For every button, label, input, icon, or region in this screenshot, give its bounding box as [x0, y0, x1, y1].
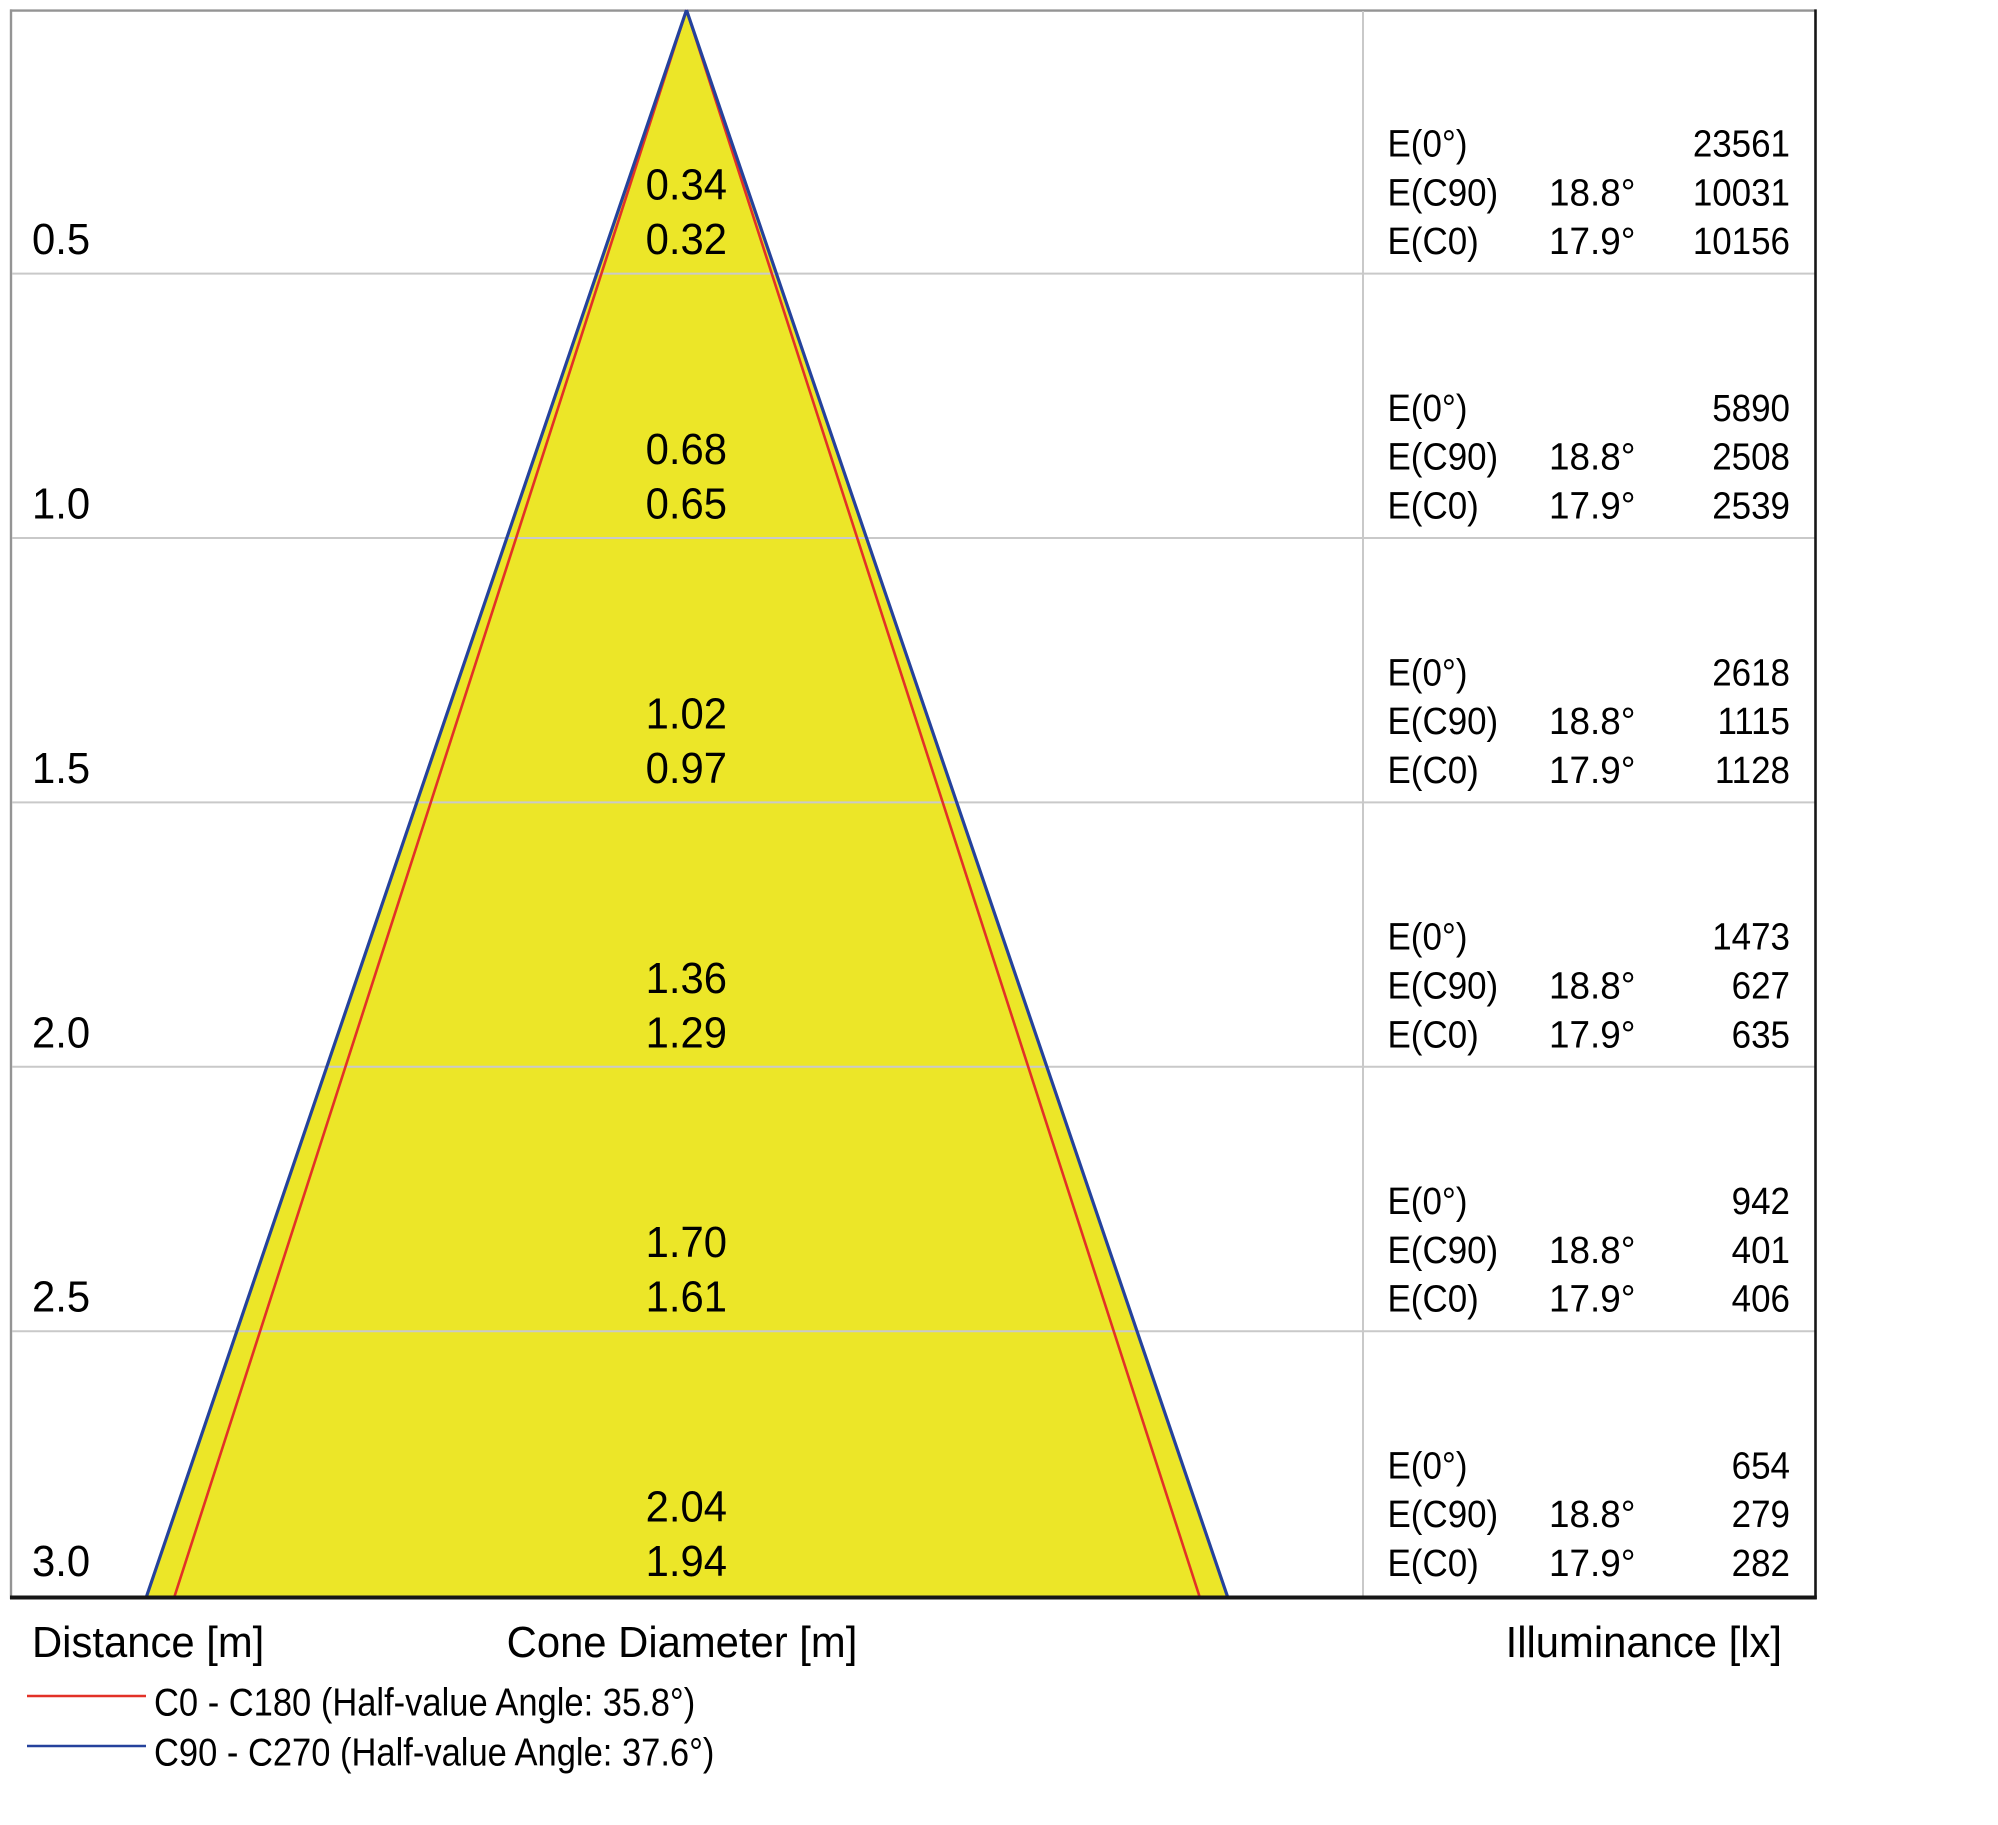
- svg-text:1.0: 1.0: [32, 480, 90, 529]
- svg-text:E(0°): E(0°): [1388, 1444, 1468, 1487]
- svg-text:Cone Diameter [m]: Cone Diameter [m]: [507, 1618, 858, 1667]
- svg-text:2.04: 2.04: [646, 1483, 727, 1532]
- svg-text:18.8°: 18.8°: [1549, 1228, 1635, 1271]
- svg-text:E(0°): E(0°): [1388, 915, 1468, 958]
- svg-text:18.8°: 18.8°: [1549, 700, 1635, 743]
- svg-text:E(0°): E(0°): [1388, 122, 1468, 165]
- svg-text:E(0°): E(0°): [1388, 1180, 1468, 1223]
- svg-text:E(C0): E(C0): [1388, 1277, 1479, 1320]
- svg-text:1473: 1473: [1712, 915, 1790, 958]
- svg-text:0.68: 0.68: [646, 425, 727, 474]
- svg-text:E(C0): E(C0): [1388, 1013, 1479, 1056]
- svg-text:E(C90): E(C90): [1388, 964, 1499, 1007]
- svg-text:17.9°: 17.9°: [1549, 1541, 1635, 1584]
- svg-text:0.5: 0.5: [32, 215, 90, 264]
- svg-text:C0 - C180 (Half-value Angle: 3: C0 - C180 (Half-value Angle: 35.8°): [154, 1681, 695, 1724]
- svg-text:E(0°): E(0°): [1388, 387, 1468, 430]
- svg-text:E(C90): E(C90): [1388, 700, 1499, 743]
- svg-text:0.32: 0.32: [646, 215, 727, 264]
- svg-text:1.02: 1.02: [646, 689, 727, 738]
- svg-text:3.0: 3.0: [32, 1537, 90, 1586]
- svg-text:2508: 2508: [1712, 435, 1790, 478]
- svg-text:654: 654: [1732, 1444, 1790, 1487]
- svg-text:E(C0): E(C0): [1388, 749, 1479, 792]
- svg-text:282: 282: [1732, 1542, 1790, 1585]
- svg-text:10156: 10156: [1693, 220, 1790, 263]
- svg-text:1115: 1115: [1717, 700, 1790, 743]
- svg-text:627: 627: [1732, 964, 1790, 1007]
- svg-text:1.5: 1.5: [32, 744, 90, 793]
- svg-text:5890: 5890: [1712, 387, 1790, 430]
- svg-text:0.97: 0.97: [646, 744, 727, 793]
- svg-text:1.94: 1.94: [646, 1537, 727, 1586]
- svg-text:401: 401: [1732, 1229, 1790, 1272]
- svg-text:E(0°): E(0°): [1388, 651, 1468, 694]
- svg-text:279: 279: [1732, 1493, 1790, 1536]
- svg-text:E(C90): E(C90): [1388, 171, 1499, 214]
- svg-text:2.0: 2.0: [32, 1008, 90, 1057]
- svg-text:Distance [m]: Distance [m]: [32, 1618, 264, 1667]
- svg-text:1128: 1128: [1715, 749, 1790, 792]
- svg-text:406: 406: [1732, 1277, 1790, 1320]
- svg-text:18.8°: 18.8°: [1549, 964, 1635, 1007]
- svg-text:0.34: 0.34: [646, 161, 727, 210]
- svg-text:E(C0): E(C0): [1388, 484, 1479, 527]
- svg-text:635: 635: [1732, 1013, 1790, 1056]
- svg-text:1.29: 1.29: [646, 1008, 727, 1057]
- svg-text:10031: 10031: [1693, 171, 1790, 214]
- svg-text:17.9°: 17.9°: [1549, 748, 1635, 791]
- svg-text:942: 942: [1732, 1180, 1790, 1223]
- svg-text:17.9°: 17.9°: [1549, 484, 1635, 527]
- svg-text:E(C90): E(C90): [1388, 1229, 1499, 1272]
- svg-text:1.61: 1.61: [646, 1273, 727, 1322]
- svg-text:E(C90): E(C90): [1388, 1493, 1499, 1536]
- svg-text:0.65: 0.65: [646, 480, 727, 529]
- svg-text:17.9°: 17.9°: [1549, 1013, 1635, 1056]
- svg-text:E(C0): E(C0): [1388, 1542, 1479, 1585]
- svg-text:18.8°: 18.8°: [1549, 171, 1635, 214]
- svg-text:17.9°: 17.9°: [1549, 220, 1635, 263]
- svg-text:17.9°: 17.9°: [1549, 1277, 1635, 1320]
- svg-text:Illuminance [lx]: Illuminance [lx]: [1506, 1618, 1782, 1667]
- svg-text:18.8°: 18.8°: [1549, 1493, 1635, 1536]
- svg-text:2.5: 2.5: [32, 1273, 90, 1322]
- svg-text:E(C0): E(C0): [1388, 220, 1479, 263]
- svg-text:1.70: 1.70: [646, 1218, 727, 1267]
- svg-text:2618: 2618: [1712, 651, 1790, 694]
- svg-text:18.8°: 18.8°: [1549, 435, 1635, 478]
- svg-text:2539: 2539: [1712, 484, 1790, 527]
- svg-text:23561: 23561: [1693, 122, 1790, 165]
- svg-text:C90 - C270 (Half-value Angle:: C90 - C270 (Half-value Angle: 37.6°): [154, 1731, 714, 1774]
- svg-text:1.36: 1.36: [646, 954, 727, 1003]
- svg-text:E(C90): E(C90): [1388, 435, 1499, 478]
